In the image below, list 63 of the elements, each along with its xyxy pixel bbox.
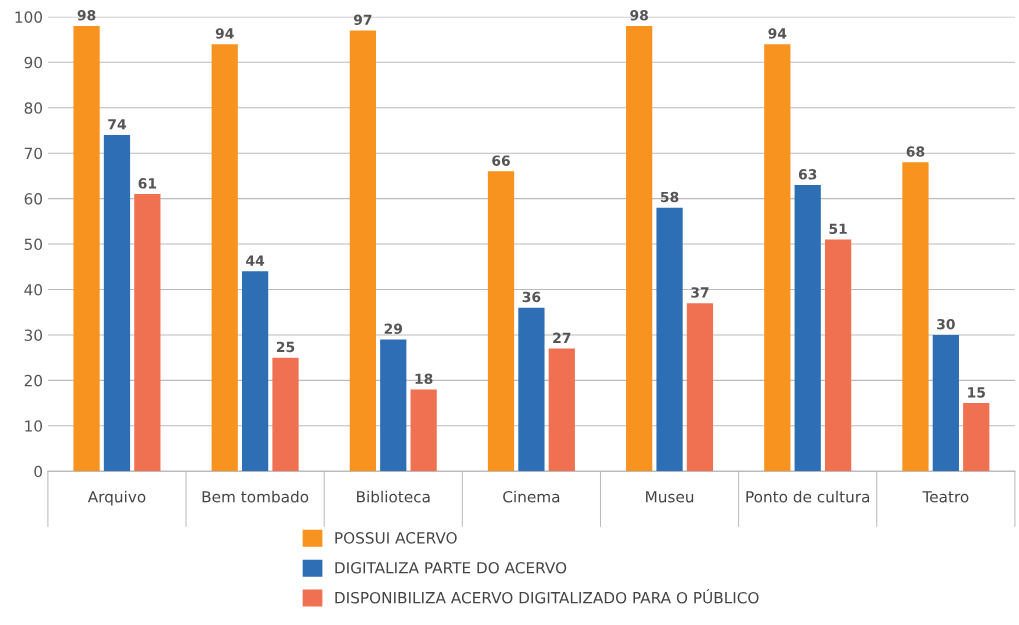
data-label: 44 bbox=[246, 255, 265, 266]
data-label: 29 bbox=[384, 323, 403, 335]
bar bbox=[932, 334, 959, 472]
bar bbox=[380, 339, 407, 472]
x-tick-label: Cinema bbox=[503, 490, 560, 503]
legend-label: DIGITALIZA PARTE DO ACERVO bbox=[335, 562, 567, 574]
bar bbox=[794, 184, 821, 472]
bar bbox=[211, 44, 238, 472]
y-tick-label: 30 bbox=[24, 329, 43, 341]
legend-label: DISPONIBILIZA ACERVO DIGITALIZADO PARA O PÚBLICO bbox=[335, 589, 759, 604]
data-label: 68 bbox=[906, 146, 925, 157]
y-tick-label: 50 bbox=[24, 238, 43, 251]
bar bbox=[134, 194, 161, 472]
data-label: 97 bbox=[353, 14, 372, 26]
data-label: 63 bbox=[798, 169, 817, 180]
bar bbox=[902, 162, 929, 472]
data-label: 36 bbox=[522, 291, 541, 303]
y-tick-label: 100 bbox=[15, 11, 43, 23]
bar bbox=[764, 44, 791, 472]
bar bbox=[656, 207, 683, 472]
bar bbox=[410, 389, 437, 472]
data-label: 74 bbox=[108, 119, 126, 130]
y-tick-label: 40 bbox=[24, 283, 43, 296]
y-tick-label: 20 bbox=[24, 374, 43, 387]
data-label: 61 bbox=[138, 178, 157, 189]
bar bbox=[963, 403, 990, 472]
x-tick-label: Ponto de cultura bbox=[746, 490, 870, 503]
bar bbox=[241, 271, 269, 472]
data-label: 51 bbox=[829, 223, 847, 235]
bar bbox=[73, 25, 100, 472]
data-label: 94 bbox=[215, 28, 234, 39]
data-label: 18 bbox=[415, 373, 433, 384]
data-label: 15 bbox=[968, 387, 985, 398]
y-tick-label: 0 bbox=[34, 465, 43, 478]
data-label: 58 bbox=[660, 191, 679, 203]
y-tick-label: 60 bbox=[24, 193, 43, 205]
bar bbox=[626, 25, 653, 472]
x-tick-label: Museu bbox=[646, 491, 694, 503]
y-tick-label: 70 bbox=[24, 147, 43, 160]
x-tick-label: Bem tombado bbox=[202, 490, 309, 503]
data-label: 94 bbox=[768, 28, 787, 39]
bar bbox=[824, 239, 852, 472]
y-tick-label: 90 bbox=[24, 56, 43, 69]
x-tick-label: Arquivo bbox=[87, 490, 146, 506]
data-label: 27 bbox=[553, 332, 571, 343]
y-tick-label: 80 bbox=[24, 102, 43, 114]
data-label: 30 bbox=[937, 318, 955, 330]
data-label: 98 bbox=[630, 9, 648, 21]
bar bbox=[349, 30, 376, 472]
legend-label: POSSUI ACERVO bbox=[335, 532, 457, 544]
x-tick-label: Teatro bbox=[922, 491, 969, 503]
bar bbox=[487, 171, 515, 472]
x-tick-label: Biblioteca bbox=[357, 490, 430, 503]
data-label: 66 bbox=[492, 155, 510, 166]
bar bbox=[518, 307, 545, 472]
y-tick-label: 10 bbox=[25, 420, 43, 432]
data-label: 98 bbox=[77, 9, 96, 21]
data-label: 25 bbox=[276, 341, 295, 353]
bar bbox=[548, 348, 575, 472]
bar bbox=[103, 135, 131, 472]
data-label: 37 bbox=[691, 287, 709, 298]
bar bbox=[272, 357, 299, 472]
bar bbox=[686, 303, 714, 472]
